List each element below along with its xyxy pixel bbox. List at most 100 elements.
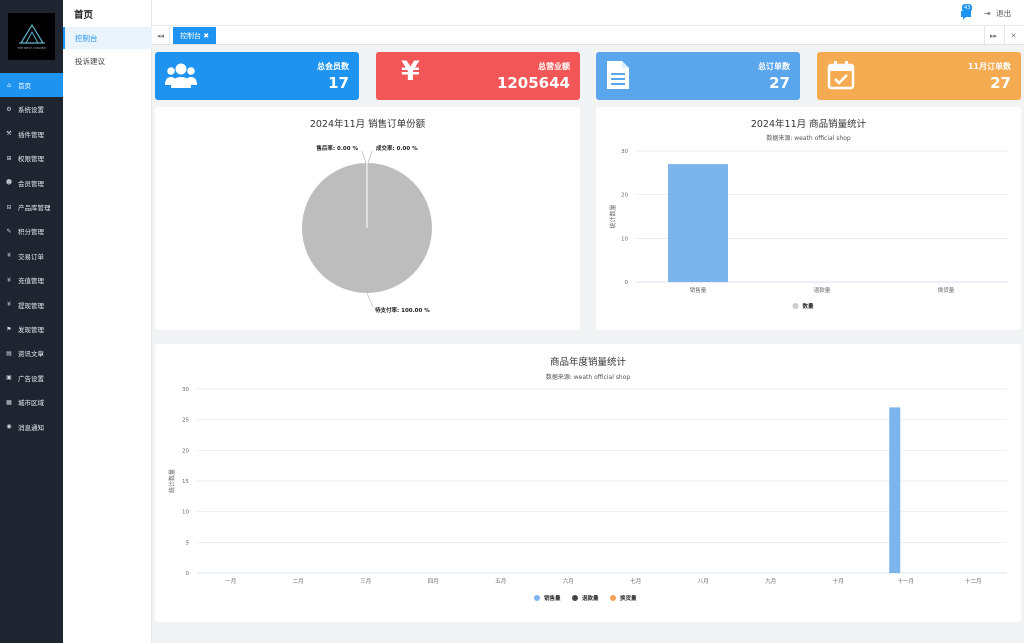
tab-scroll-left-button[interactable]: ◂◂ xyxy=(152,26,170,45)
pie-chart: 售后率: 0.00 % 成交率: 0.00 % 待支付率: 100.00 % xyxy=(302,144,432,314)
home-icon: ⌂ xyxy=(7,81,11,89)
annual-chart-subtitle: 数据来源: weath official shop xyxy=(545,374,631,381)
tab-bar: ◂◂ 控制台 ✖ ▸▸ ✕ xyxy=(152,26,1024,45)
legend-label: 换货量 xyxy=(620,594,637,602)
y-tick-label: 10 xyxy=(182,510,189,516)
plug-icon: ⚒ xyxy=(6,130,12,138)
x-tick-label: 五月 xyxy=(495,578,506,585)
yen-icon: ¥ xyxy=(7,301,11,309)
y-tick-label: 5 xyxy=(186,540,190,546)
x-tick-label: 一月 xyxy=(225,578,236,585)
pie-chart-title: 2024年11月 销售订单份额 xyxy=(309,119,426,130)
y-tick-label: 30 xyxy=(621,149,628,155)
annual-chart-title: 商品年度销量统计 xyxy=(549,357,626,368)
pie-label-connector xyxy=(367,150,373,164)
sidebar-item[interactable]: ⚙ 系统设置 xyxy=(0,97,63,121)
sidebar-item[interactable]: ▦ 城市区域 xyxy=(0,390,63,414)
legend-marker xyxy=(572,595,578,601)
pie-data-label: 成交率: 0.00 % xyxy=(376,144,418,152)
gear-icon: ⚙ xyxy=(6,105,12,113)
y-tick-label: 15 xyxy=(182,479,189,485)
sidebar-item[interactable]: ⊞ 权限管理 xyxy=(0,146,63,170)
sidebar-item-label: 首页 xyxy=(18,82,31,90)
tab-close-all-button[interactable]: ✕ xyxy=(1004,26,1022,45)
sidebar-item-label: 积分管理 xyxy=(18,228,44,237)
sidebar-item-label: 会员管理 xyxy=(18,179,44,188)
stat-orders-label: 总订单数 xyxy=(758,62,790,71)
pie-label-connector xyxy=(366,292,374,308)
x-tick-label: 十一月 xyxy=(897,577,914,585)
logout-button[interactable]: ⇥ 退出 xyxy=(984,8,1011,19)
comment-icon: ◉ xyxy=(6,423,12,431)
annual-bar-chart-panel: 商品年度销量统计 数据来源: weath official shop 0 5 10 1… xyxy=(155,344,1021,622)
x-tick-label: 九月 xyxy=(765,577,776,585)
stat-month-orders-label: 11月订单数 xyxy=(967,62,1011,71)
stat-card-members[interactable]: 总会员数 17 xyxy=(155,52,359,100)
sidebar-item-label: 发现管理 xyxy=(18,326,44,334)
product-icon: ⊟ xyxy=(6,203,12,211)
sidebar-item[interactable]: ⌂ 首页 xyxy=(0,73,63,97)
tab-dashboard[interactable]: 控制台 ✖ xyxy=(173,27,217,44)
sidebar-item[interactable]: ◉ 消息通知 xyxy=(0,415,63,439)
x-tick-label: 七月 xyxy=(630,577,641,585)
x-tick-label: 三月 xyxy=(360,578,371,585)
x-tick-label: 销售量 xyxy=(690,286,707,294)
sidebar-item-label: 城市区域 xyxy=(18,399,44,408)
sidebar-item-label: 资讯文章 xyxy=(18,350,44,359)
message-button[interactable]: 43 xyxy=(960,4,974,20)
sidebar-item[interactable]: ✎ 积分管理 xyxy=(0,219,63,243)
legend-marker xyxy=(610,595,616,601)
x-tick-label: 四月 xyxy=(428,578,439,585)
sidebar-item-label: 插件管理 xyxy=(18,130,44,139)
sidebar-item[interactable]: ☻ 会员管理 xyxy=(0,171,63,195)
sidebar-item-label: 产品库管理 xyxy=(18,204,51,212)
x-tick-label: 二月 xyxy=(293,578,304,585)
flag-icon: ⚑ xyxy=(6,325,12,333)
sidebar-item[interactable]: ¥ 交易订单 xyxy=(0,244,63,268)
stat-month-orders-value: 27 xyxy=(990,74,1011,92)
pie-data-label: 待支付率: 100.00 % xyxy=(375,306,430,314)
stat-card-revenue[interactable]: ¥ 总营业额 1205644 xyxy=(376,52,580,100)
monthly-chart-subtitle: 数据来源: weath official shop xyxy=(766,135,851,142)
sidebar-item[interactable]: ▤ 资讯文章 xyxy=(0,341,63,365)
y-tick-label: 0 xyxy=(625,280,629,286)
sub-navigation: 首页 控制台 投诉建议 xyxy=(63,0,152,643)
sidebar-item-label: 系统设置 xyxy=(18,106,44,115)
edit-icon: ✎ xyxy=(6,227,12,235)
x-tick-label: 十月 xyxy=(833,577,844,585)
sidebar-item[interactable]: ¥ 充值管理 xyxy=(0,268,63,292)
sidebar-item-label: 提现管理 xyxy=(18,301,44,310)
pie-data-label: 售后率: 0.00 % xyxy=(316,144,358,152)
subnav-item[interactable]: 控制台 xyxy=(63,27,152,49)
sidebar-item[interactable]: ⚑ 发现管理 xyxy=(0,317,63,341)
sidebar-item[interactable]: ¥ 提现管理 xyxy=(0,293,63,317)
y-tick-label: 20 xyxy=(182,448,189,454)
users-icon: ☻ xyxy=(5,179,13,187)
logout-label: 退出 xyxy=(996,9,1012,18)
comment-icon xyxy=(961,11,971,20)
subnav-item[interactable]: 投诉建议 xyxy=(75,56,105,66)
y-tick-label: 30 xyxy=(182,387,189,393)
tab-scroll-right-button[interactable]: ▸▸ xyxy=(984,26,1002,45)
sidebar-item[interactable]: ▣ 广告设置 xyxy=(0,366,63,390)
y-axis-title: 统计数量 xyxy=(609,204,617,228)
logo: THE BEST CORNER xyxy=(8,13,55,60)
sidebar-item-label: 交易订单 xyxy=(18,252,44,261)
sidebar-item[interactable]: ⚒ 插件管理 xyxy=(0,122,63,146)
stat-card-month-orders[interactable]: 11月订单数 27 xyxy=(817,52,1021,100)
top-bar: 43 ⇥ 退出 xyxy=(152,0,1024,26)
monthly-chart-title: 2024年11月 商品销量统计 xyxy=(750,119,867,130)
calendar-check-icon xyxy=(827,61,855,90)
yen-icon: ¥ xyxy=(7,276,11,284)
stat-card-orders[interactable]: 总订单数 27 xyxy=(596,52,800,100)
stat-orders-value: 27 xyxy=(769,74,790,92)
x-tick-label: 六月 xyxy=(563,577,574,585)
monthly-bar-chart-panel: 2024年11月 商品销量统计 数据来源: weath official sho… xyxy=(596,107,1021,330)
stat-revenue-value: 1205644 xyxy=(496,74,570,92)
stat-members-value: 17 xyxy=(328,74,349,92)
sidebar-item[interactable]: ⊟ 产品库管理 xyxy=(0,195,63,219)
logo-mark-icon xyxy=(18,23,45,44)
y-tick-label: 20 xyxy=(621,193,628,199)
users-icon xyxy=(165,63,197,88)
